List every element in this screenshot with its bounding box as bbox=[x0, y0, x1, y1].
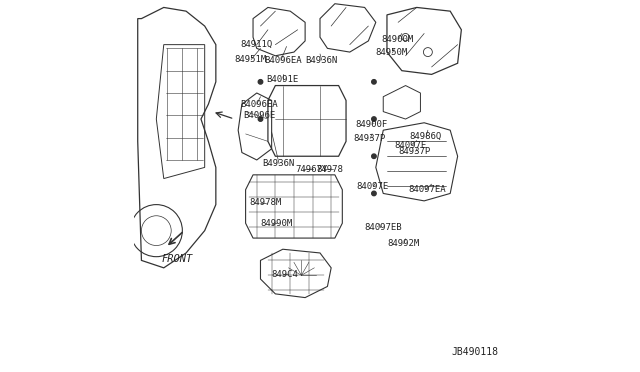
Text: B4096EA: B4096EA bbox=[264, 56, 302, 65]
Text: 84937P: 84937P bbox=[399, 147, 431, 156]
Text: 84911Q: 84911Q bbox=[240, 40, 272, 49]
Text: 84900M: 84900M bbox=[381, 35, 413, 44]
Text: 84097EB: 84097EB bbox=[364, 223, 401, 232]
Text: B4936N: B4936N bbox=[305, 56, 337, 65]
Text: 84900F: 84900F bbox=[355, 120, 388, 129]
Text: 74967Y: 74967Y bbox=[296, 165, 328, 174]
Text: B4936N: B4936N bbox=[262, 159, 294, 168]
Text: B4091E: B4091E bbox=[266, 76, 298, 84]
Text: 84097E: 84097E bbox=[394, 141, 427, 150]
Text: FRONT: FRONT bbox=[161, 254, 193, 263]
Text: 849C4: 849C4 bbox=[271, 270, 298, 279]
Text: 84951M: 84951M bbox=[234, 55, 267, 64]
Circle shape bbox=[372, 117, 376, 121]
Text: 84992M: 84992M bbox=[387, 239, 419, 248]
Text: 84937P: 84937P bbox=[353, 134, 386, 143]
Text: 84978: 84978 bbox=[316, 165, 343, 174]
Circle shape bbox=[372, 80, 376, 84]
Text: 84986Q: 84986Q bbox=[410, 132, 442, 141]
Text: JB490118: JB490118 bbox=[452, 347, 499, 357]
Text: 84990M: 84990M bbox=[260, 219, 292, 228]
Circle shape bbox=[259, 80, 262, 84]
Text: 84978M: 84978M bbox=[250, 198, 282, 207]
Text: 84950M: 84950M bbox=[376, 48, 408, 57]
Text: 84097E: 84097E bbox=[356, 182, 388, 191]
Circle shape bbox=[372, 191, 376, 196]
Text: B4096EA: B4096EA bbox=[240, 100, 278, 109]
Text: B4096E: B4096E bbox=[244, 111, 276, 120]
Text: 84097EA: 84097EA bbox=[408, 185, 446, 194]
Circle shape bbox=[259, 117, 262, 121]
Circle shape bbox=[372, 154, 376, 158]
